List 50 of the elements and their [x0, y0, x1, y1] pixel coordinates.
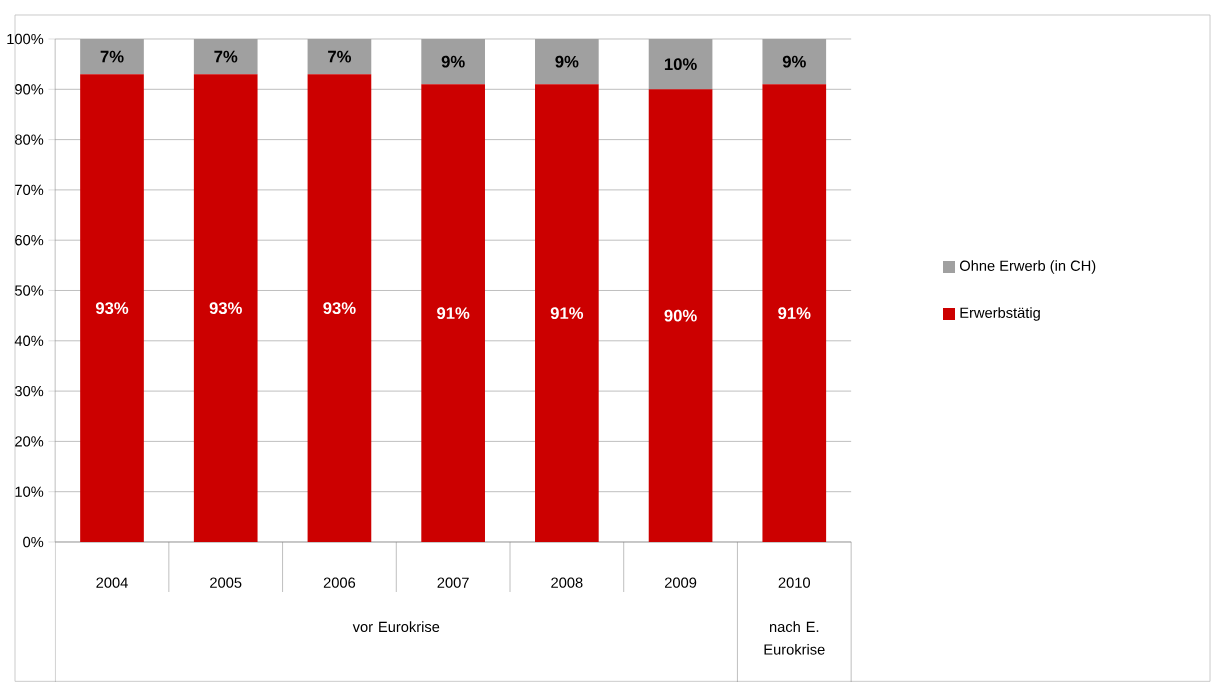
data-label: 93% [95, 302, 129, 315]
data-label: 7% [100, 50, 124, 63]
bar [307, 38, 372, 75]
bar [535, 84, 599, 542]
y-tick-label: 70% [15, 184, 44, 196]
bar [762, 38, 827, 85]
bar [648, 89, 713, 542]
data-label: 7% [214, 50, 238, 63]
bar [535, 38, 599, 85]
legend-label: Erwerbstätig [960, 307, 1040, 321]
data-label: 7% [328, 50, 352, 63]
data-label: 91% [778, 307, 811, 320]
data-label: 93% [323, 302, 356, 315]
x-tick-label: 2009 [664, 577, 697, 588]
bar [648, 38, 713, 90]
y-tick-label: 0% [23, 536, 44, 548]
bar [421, 84, 485, 542]
data-label: 91% [550, 307, 584, 320]
bar [762, 84, 827, 542]
y-tick-label: 40% [14, 335, 44, 346]
x-tick-label: 2010 [778, 577, 811, 588]
bar [193, 74, 258, 542]
y-tick-label: 30% [14, 385, 44, 397]
x-tick-label: 2005 [210, 577, 242, 588]
x-tick-label: 2008 [551, 577, 583, 588]
bar [421, 38, 485, 85]
y-tick-label: 10% [15, 486, 44, 497]
text: vor Eurokrise [352, 621, 440, 633]
y-tick-label: 60% [15, 235, 44, 246]
bar [80, 38, 144, 75]
y-tick-label: 90% [15, 84, 44, 95]
bar [193, 38, 258, 75]
x-tick-label: 2007 [437, 577, 469, 588]
y-tick-label: 50% [15, 285, 44, 296]
bar [307, 74, 372, 542]
data-label: 10% [664, 58, 697, 71]
data-label: 91% [437, 307, 470, 320]
data-label: 90% [664, 309, 697, 322]
data-label: 9% [441, 55, 465, 68]
legend-label: Ohne Erwerb (in CH) [959, 260, 1096, 274]
y-tick-label: 20% [15, 436, 44, 447]
data-label: 9% [782, 55, 806, 68]
bar [80, 74, 144, 542]
data-label: 93% [209, 302, 242, 315]
x-tick-label: 2004 [96, 577, 128, 588]
text: nach E. Eurokrise [764, 621, 825, 655]
y-tick-label: 80% [15, 134, 44, 145]
x-tick-label: 2006 [323, 577, 356, 588]
y-tick-label: 100% [7, 33, 44, 45]
data-label: 9% [555, 55, 579, 68]
